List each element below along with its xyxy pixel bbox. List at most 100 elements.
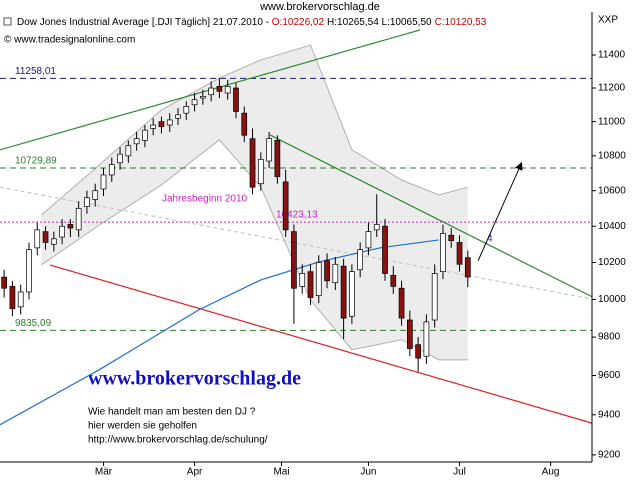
watermark: www.brokervorschlag.de bbox=[88, 368, 301, 390]
candle-body bbox=[357, 249, 364, 271]
candle-body bbox=[398, 287, 405, 319]
note: Wie handelt man am besten den DJ ? bbox=[88, 407, 256, 418]
candle-body bbox=[17, 291, 24, 308]
candle-body bbox=[175, 114, 181, 119]
candle-body bbox=[166, 119, 173, 126]
candle-body bbox=[365, 231, 372, 249]
note: hier werden sie geholfen bbox=[88, 421, 197, 432]
candle-body bbox=[440, 233, 446, 272]
candle-body bbox=[266, 138, 272, 162]
candle-body bbox=[84, 197, 90, 207]
candle-body bbox=[291, 231, 297, 289]
candle-body bbox=[191, 99, 198, 106]
level-label: 10423,13 bbox=[276, 210, 318, 221]
y-tick-label: 9400 bbox=[598, 409, 621, 420]
note: http://www.brokervorschlag.de/schulung/ bbox=[88, 435, 268, 446]
y-tick-label: 10600 bbox=[598, 185, 626, 196]
candle-body bbox=[431, 273, 438, 321]
candle-body bbox=[200, 96, 206, 99]
candle-body bbox=[249, 138, 256, 188]
candle-body bbox=[448, 234, 455, 241]
y-tick-label: 9600 bbox=[598, 370, 621, 381]
candle-body bbox=[42, 231, 49, 243]
candle-body bbox=[158, 121, 165, 128]
candle-body bbox=[125, 145, 132, 157]
x-tick-label: Aug bbox=[542, 467, 560, 478]
candle-body bbox=[133, 138, 140, 145]
candle-body bbox=[456, 242, 463, 265]
x-tick-label: Jun bbox=[360, 467, 376, 478]
x-tick-label: Mär bbox=[95, 467, 113, 478]
wave-label: 4 bbox=[487, 234, 493, 245]
y-tick-label: 10200 bbox=[598, 257, 626, 268]
candle-body bbox=[9, 286, 16, 310]
copyright: © www.tradesignalonline.com bbox=[4, 35, 135, 46]
candle-body bbox=[299, 273, 306, 287]
y-tick-label: 10800 bbox=[598, 150, 626, 161]
level-label: 9835,09 bbox=[15, 318, 52, 329]
candle-body bbox=[26, 249, 32, 293]
candle-body bbox=[282, 181, 289, 231]
candle-body bbox=[464, 257, 471, 278]
candle-body bbox=[307, 271, 314, 298]
candle-body bbox=[324, 260, 330, 282]
title-hl: H:10265,54 L:10065,50 bbox=[327, 17, 432, 28]
candle-body bbox=[415, 344, 421, 359]
plot-layer: 11258,01 10729,89 10423,13 9835,09 bbox=[0, 29, 593, 426]
annotation: Jahresbeginn 2010 bbox=[162, 194, 248, 205]
x-tick-label: Apr bbox=[187, 467, 203, 478]
candle-body bbox=[92, 190, 99, 200]
candle-body bbox=[150, 124, 157, 129]
candle-body bbox=[382, 225, 388, 274]
candle-body bbox=[241, 112, 248, 136]
candle-body bbox=[67, 224, 74, 229]
site: www.brokervorschlag.de bbox=[259, 1, 380, 13]
y-tick-label: 10000 bbox=[598, 294, 626, 305]
candle-body bbox=[142, 129, 148, 141]
band-upper bbox=[41, 44, 468, 216]
band-fill bbox=[41, 45, 468, 360]
candle-body bbox=[208, 87, 214, 96]
candle-body bbox=[390, 274, 397, 287]
candle-body bbox=[315, 262, 322, 297]
title-open: O:10226,02 bbox=[272, 17, 325, 28]
candle-body bbox=[224, 86, 231, 94]
title-close: C:10120,53 bbox=[435, 17, 487, 28]
candle-body bbox=[59, 225, 65, 238]
level-label: 11258,01 bbox=[15, 66, 56, 77]
candle-body bbox=[257, 158, 264, 185]
candle-body bbox=[34, 229, 41, 249]
candle-body bbox=[100, 174, 107, 190]
trendline bbox=[269, 134, 593, 298]
level-label: 10729,89 bbox=[15, 156, 57, 167]
x-tick-label: Jul bbox=[453, 467, 466, 478]
axis-label: XXP bbox=[598, 15, 618, 26]
candle-body bbox=[183, 106, 190, 114]
moving-average bbox=[0, 239, 439, 426]
candle-body bbox=[423, 321, 430, 357]
candle-body bbox=[406, 319, 413, 349]
candle-body bbox=[274, 140, 281, 178]
candle-body bbox=[349, 271, 355, 317]
candle-body bbox=[50, 238, 57, 245]
candle-body bbox=[1, 276, 7, 289]
trendline bbox=[49, 264, 593, 424]
chart-title: Dow Jones Industrial Average [.DJI Tägli… bbox=[17, 17, 487, 28]
candle-body bbox=[340, 265, 347, 319]
candle-body bbox=[117, 153, 123, 164]
candle-body bbox=[233, 87, 239, 112]
y-tick-label: 10400 bbox=[598, 221, 626, 232]
candle-body bbox=[216, 86, 223, 92]
candle-body bbox=[332, 263, 339, 284]
arrow bbox=[477, 161, 523, 261]
y-tick-label: 9200 bbox=[598, 450, 621, 461]
icon bbox=[3, 17, 12, 26]
title-text: Dow Jones Industrial Average [.DJI Tägli… bbox=[17, 17, 272, 28]
candle-body bbox=[108, 164, 115, 176]
x-tick-label: Mai bbox=[273, 467, 289, 478]
candle-body bbox=[373, 224, 380, 231]
y-tick-label: 9800 bbox=[598, 332, 621, 343]
y-tick-label: 11400 bbox=[598, 50, 626, 61]
candle-body bbox=[75, 208, 82, 231]
